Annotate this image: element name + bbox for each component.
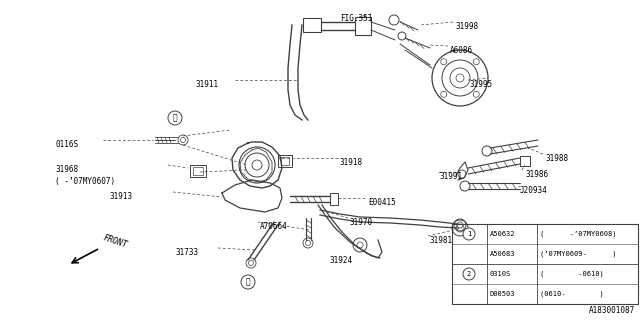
Bar <box>330 193 338 205</box>
Text: 31968: 31968 <box>55 165 78 174</box>
Text: A70664: A70664 <box>260 222 288 231</box>
Text: J20934: J20934 <box>520 186 548 195</box>
Text: (’07MY0609-      ): (’07MY0609- ) <box>540 251 616 257</box>
Text: (      -’07MY0608): ( -’07MY0608) <box>540 231 616 237</box>
Circle shape <box>241 275 255 289</box>
Text: 0310S: 0310S <box>490 271 511 277</box>
Text: ②: ② <box>173 114 177 123</box>
Text: ①: ① <box>246 277 250 286</box>
Text: 31924: 31924 <box>330 256 353 265</box>
Text: 2: 2 <box>467 271 471 277</box>
Text: A50683: A50683 <box>490 251 515 257</box>
Text: 1: 1 <box>467 231 471 237</box>
Text: (        -0610): ( -0610) <box>540 271 604 277</box>
Text: 31991: 31991 <box>440 172 463 181</box>
Bar <box>520 156 530 166</box>
Text: 0116S: 0116S <box>55 140 78 149</box>
Text: 31981: 31981 <box>430 236 453 245</box>
Text: E00415: E00415 <box>368 198 396 207</box>
Text: FIG.351: FIG.351 <box>340 14 372 23</box>
Text: FRONT: FRONT <box>102 234 129 250</box>
Bar <box>278 155 292 167</box>
Circle shape <box>463 228 475 240</box>
Text: A50632: A50632 <box>490 231 515 237</box>
Circle shape <box>463 268 475 280</box>
Text: D00503: D00503 <box>490 291 515 297</box>
Text: 31911: 31911 <box>195 80 218 89</box>
Bar <box>355 17 371 35</box>
Bar <box>190 165 206 177</box>
Bar <box>303 18 321 32</box>
Text: A6086: A6086 <box>450 46 473 55</box>
Bar <box>193 167 203 175</box>
Text: 31998: 31998 <box>455 22 478 31</box>
Text: 31733: 31733 <box>175 248 198 257</box>
Text: 31918: 31918 <box>340 158 363 167</box>
Text: 31970: 31970 <box>350 218 373 227</box>
Text: 31995: 31995 <box>470 80 493 89</box>
Text: 31913: 31913 <box>110 192 133 201</box>
Bar <box>281 157 289 165</box>
Bar <box>452 224 638 304</box>
Text: 31986: 31986 <box>525 170 548 179</box>
Text: ( -’07MY0607): ( -’07MY0607) <box>55 177 115 186</box>
Text: (0610-        ): (0610- ) <box>540 291 604 297</box>
Text: 31988: 31988 <box>545 154 568 163</box>
Text: A183001087: A183001087 <box>589 306 635 315</box>
Circle shape <box>168 111 182 125</box>
